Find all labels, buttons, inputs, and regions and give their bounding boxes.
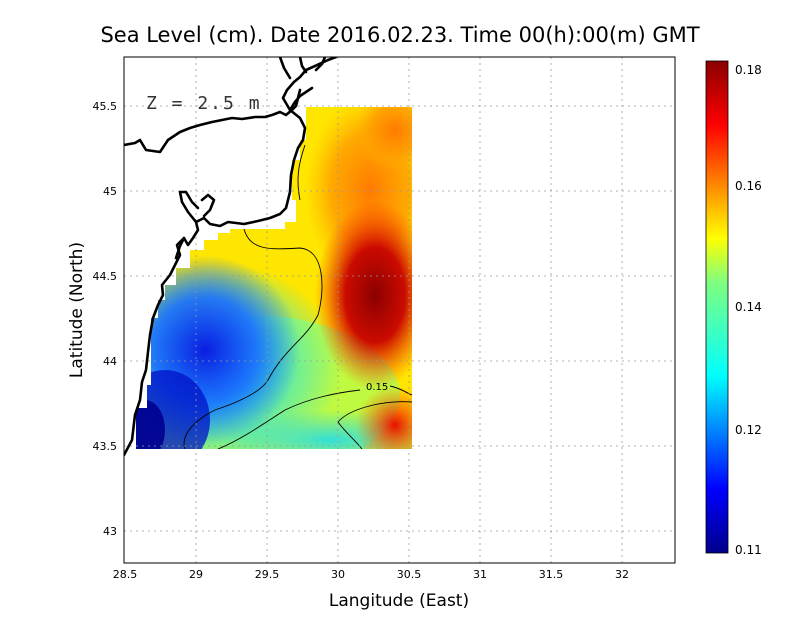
x-tick-label: 29.5 [255,568,280,581]
colorbar-tick-label: 0.18 [735,63,762,77]
x-tick-label: 31 [473,568,487,581]
depth-label: Z = 2.5 m [146,93,262,114]
y-tick-label: 43 [103,525,117,538]
coastline [124,57,338,457]
y-tick-label: 44.5 [93,270,118,283]
x-axis-label: Langitude (East) [329,591,469,611]
y-axis-label: Latitude (North) [67,242,87,378]
gridlines [124,57,675,563]
colorbar-tick-label: 0.14 [735,300,762,314]
contour-line [389,385,412,396]
y-axis-ticks: 43 43.5 44 44.5 45 45.5 [93,100,118,538]
chart-title: Sea Level (cm). Date 2016.02.23. Time 00… [100,23,699,47]
contour-line [183,228,323,449]
x-tick-label: 32 [615,568,629,581]
colorbar: 0.11 0.12 0.14 0.16 0.18 [705,60,762,557]
y-tick-label: 44 [103,355,117,368]
y-tick-label: 45 [103,185,117,198]
contour-line [337,401,412,449]
x-tick-label: 29 [189,568,203,581]
x-tick-label: 31.5 [539,568,564,581]
colorbar-tick-label: 0.16 [735,179,762,193]
plot-frame [123,56,676,564]
x-tick-label: 30 [331,568,345,581]
colorbar-tick-label: 0.11 [735,543,762,557]
contour-line [297,144,306,201]
x-axis-ticks: 28.5 29 29.5 30 30.5 31 31.5 32 [113,568,629,581]
plot-area: 0.15 [124,57,675,563]
y-tick-label: 45.5 [93,100,118,113]
y-tick-label: 43.5 [93,440,118,453]
colorbar-tick-label: 0.12 [735,423,762,437]
x-tick-label: 28.5 [113,568,138,581]
contour-label: 0.15 [366,382,388,393]
colorbar-gradient [705,60,729,554]
x-tick-label: 30.5 [397,568,422,581]
